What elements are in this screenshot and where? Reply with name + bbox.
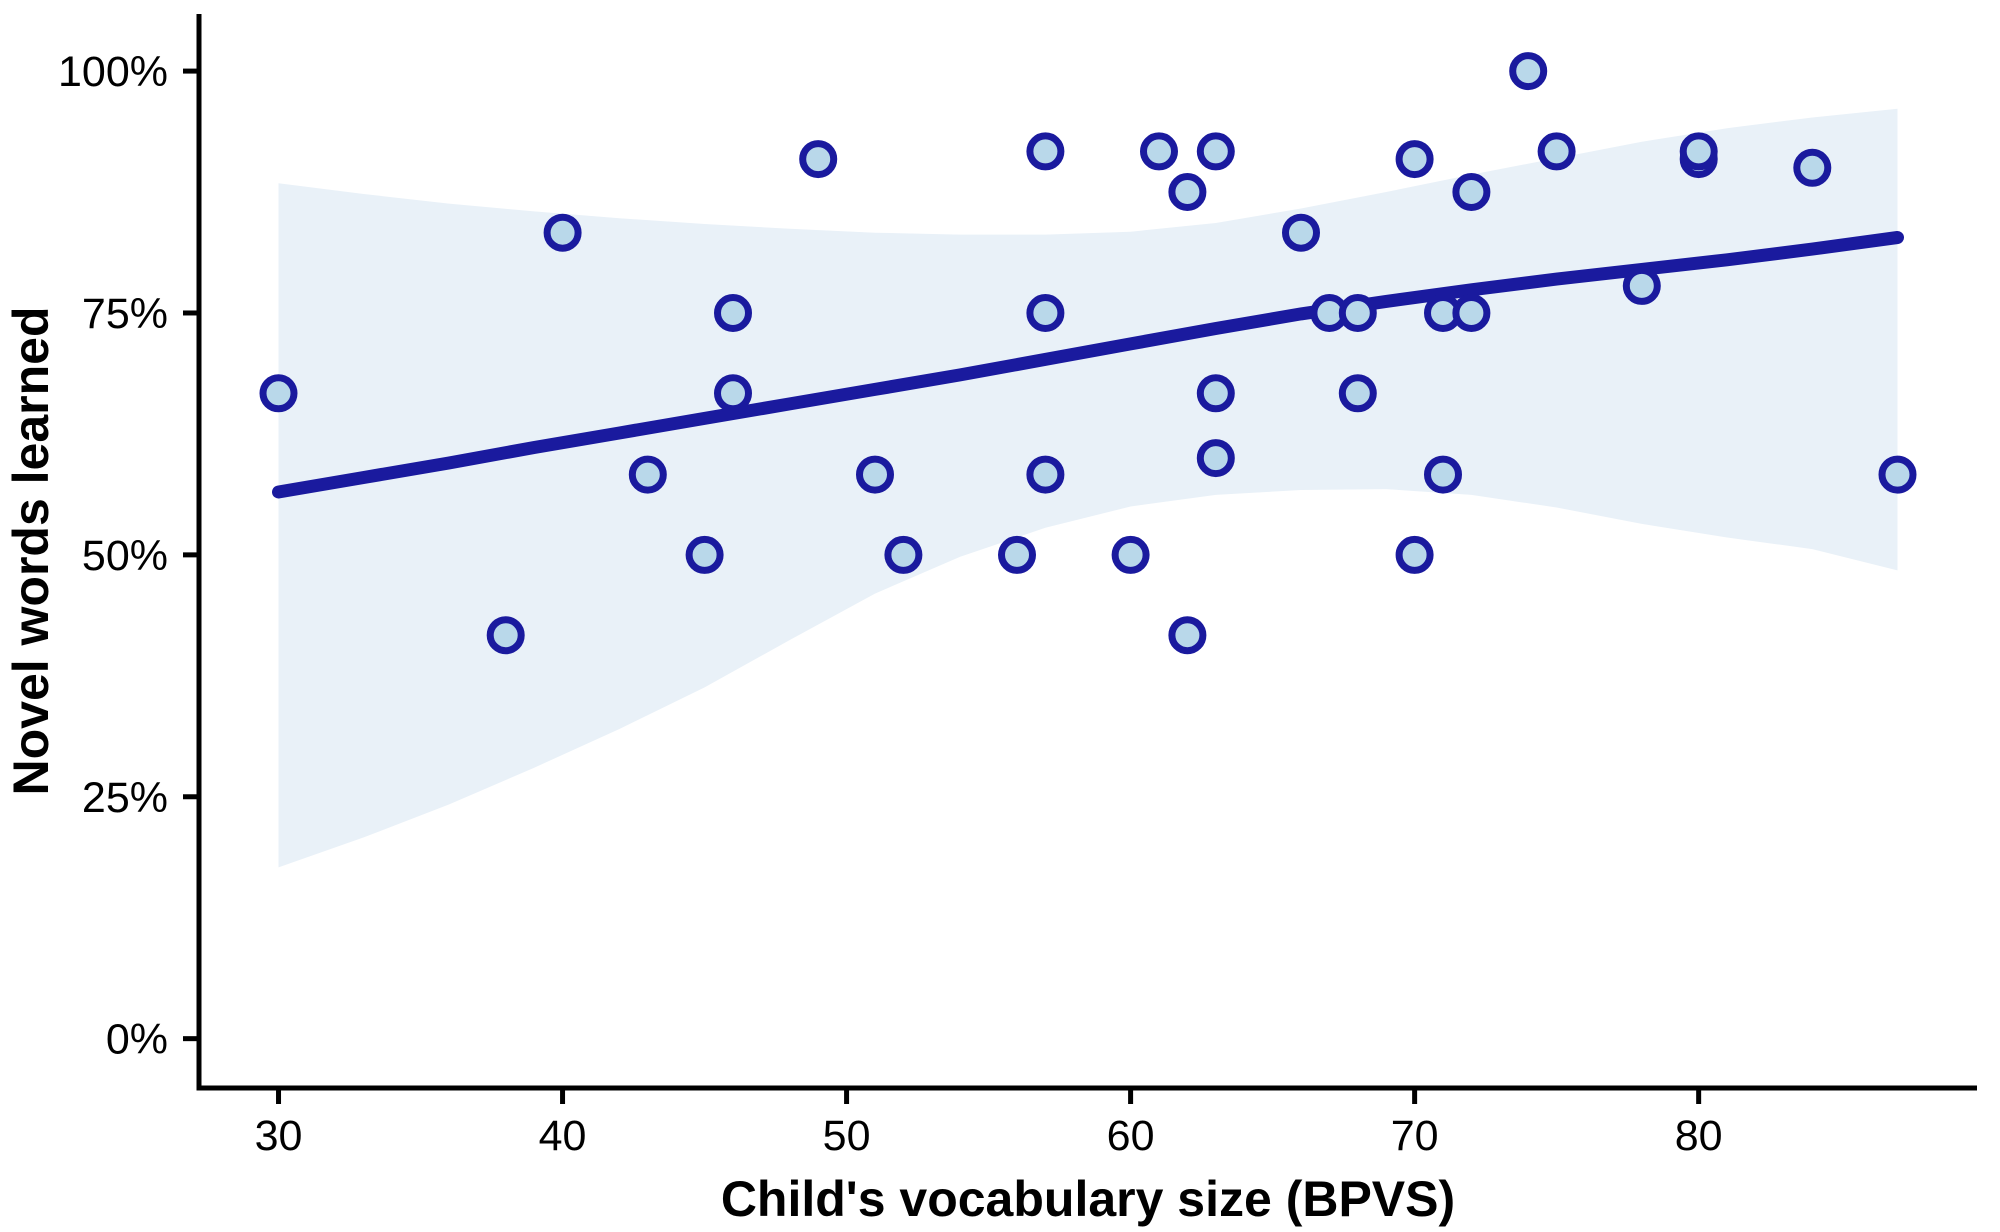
- x-tick-label: 40: [539, 1112, 587, 1160]
- y-tick-label: 100%: [58, 48, 168, 96]
- y-tick-label: 0%: [106, 1016, 168, 1064]
- data-point: [1338, 294, 1377, 332]
- data-point: [1140, 132, 1178, 171]
- regression-line: [272, 231, 1904, 499]
- data-point: [1196, 132, 1235, 171]
- x-axis-ticks: 30 40 50 60 70 80: [255, 1088, 1723, 1160]
- data-point: [1878, 455, 1917, 494]
- data-point: [543, 213, 582, 252]
- data-point: [1679, 132, 1718, 171]
- y-axis-title: Novel words learned: [3, 306, 59, 795]
- data-point: [884, 535, 923, 574]
- x-tick-label: 70: [1391, 1112, 1439, 1160]
- data-point: [998, 535, 1036, 574]
- x-tick-label: 30: [255, 1112, 303, 1160]
- data-point: [714, 294, 752, 332]
- y-tick-label: 50%: [82, 532, 168, 580]
- data-point: [1395, 140, 1434, 179]
- data-point: [628, 455, 667, 494]
- data-point: [259, 374, 298, 413]
- data-point: [1395, 535, 1434, 574]
- points-group: [259, 52, 1917, 655]
- data-point: [1282, 213, 1320, 252]
- data-point: [1452, 173, 1491, 211]
- x-axis-title: Child's vocabulary size (BPVS): [721, 1171, 1455, 1227]
- data-point: [714, 374, 752, 413]
- data-point: [1196, 439, 1235, 478]
- data-point: [1168, 616, 1207, 655]
- data-point: [1026, 455, 1065, 494]
- x-tick-label: 60: [1107, 1112, 1155, 1160]
- data-point: [1338, 374, 1377, 413]
- data-point: [486, 616, 525, 655]
- data-point: [1026, 294, 1065, 332]
- data-point: [856, 455, 894, 494]
- data-point: [1452, 294, 1491, 332]
- data-point: [1509, 52, 1548, 91]
- y-axis-ticks: 0% 25% 50% 75% 100%: [58, 48, 199, 1064]
- data-point: [1196, 374, 1235, 413]
- confidence-band: [278, 108, 1898, 868]
- data-point: [1111, 535, 1150, 574]
- data-point: [1424, 455, 1462, 494]
- data-point: [685, 535, 724, 574]
- x-tick-label: 50: [823, 1112, 871, 1160]
- data-point: [1537, 132, 1576, 171]
- y-tick-label: 75%: [82, 290, 168, 338]
- x-tick-label: 80: [1675, 1112, 1723, 1160]
- y-tick-label: 25%: [82, 774, 168, 822]
- axes-group: [196, 14, 1977, 1091]
- data-point: [1622, 266, 1661, 305]
- data-point: [1168, 173, 1207, 211]
- data-point: [1793, 148, 1832, 187]
- data-point: [799, 140, 838, 179]
- data-point: [1026, 132, 1065, 171]
